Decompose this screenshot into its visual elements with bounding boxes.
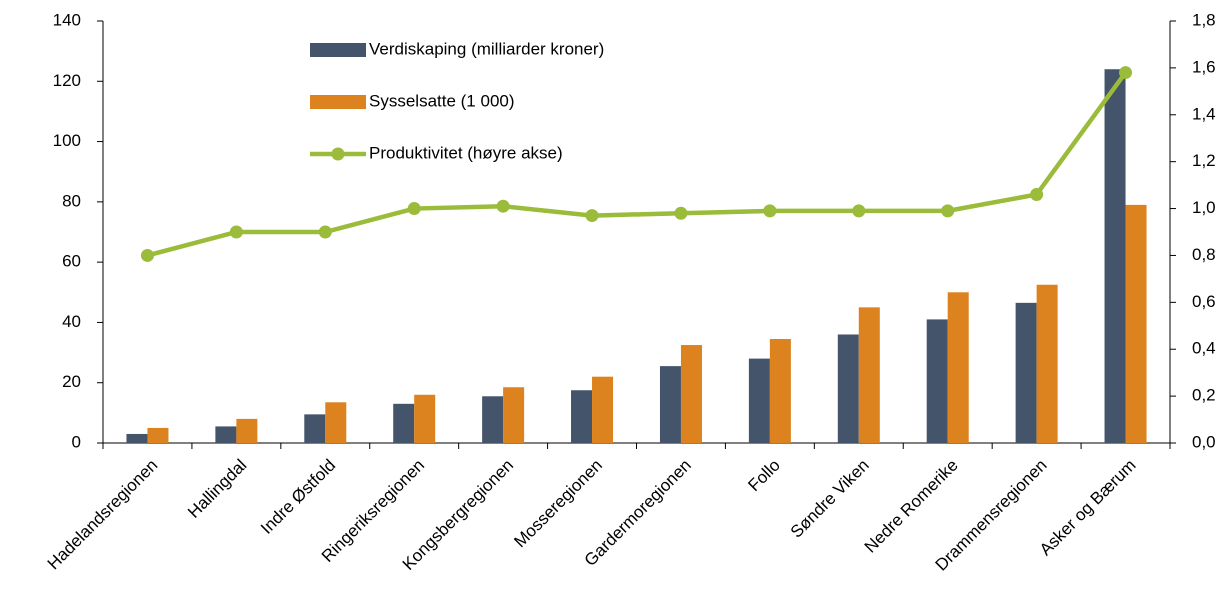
legend-swatch xyxy=(310,95,366,109)
bar xyxy=(236,418,258,443)
bar xyxy=(147,427,169,443)
x-tick-label: Hadelandsregionen xyxy=(44,456,162,574)
y2-tick-label: 1,0 xyxy=(1192,198,1216,217)
bar xyxy=(482,396,504,443)
y-tick-label: 80 xyxy=(62,191,81,210)
bar xyxy=(393,403,415,443)
line-marker xyxy=(496,199,510,213)
bar xyxy=(769,339,791,443)
bar xyxy=(126,433,148,443)
legend-label: Verdiskaping (milliarder kroner) xyxy=(369,39,604,58)
x-tick-label: Follo xyxy=(744,456,783,495)
x-tick-label: Asker og Bærum xyxy=(1036,456,1140,560)
bar xyxy=(680,345,702,443)
y-tick-label: 40 xyxy=(62,312,81,331)
bar xyxy=(503,387,525,443)
bar xyxy=(215,426,237,443)
legend-swatch xyxy=(310,43,366,57)
line-marker xyxy=(407,202,421,216)
y-tick-label: 100 xyxy=(53,131,81,150)
line-marker xyxy=(318,225,332,239)
line-marker xyxy=(1119,66,1133,80)
y2-tick-label: 0,0 xyxy=(1192,432,1216,451)
y2-tick-label: 0,8 xyxy=(1192,245,1216,264)
bar xyxy=(1125,204,1147,443)
bar xyxy=(592,376,614,443)
y2-tick-label: 0,2 xyxy=(1192,386,1216,405)
line-marker xyxy=(941,204,955,218)
bar xyxy=(571,390,593,443)
y2-tick-label: 1,8 xyxy=(1192,10,1216,29)
bar xyxy=(304,414,326,443)
bar xyxy=(325,402,347,443)
bar xyxy=(659,366,681,443)
legend-marker xyxy=(331,147,345,161)
y2-tick-label: 1,2 xyxy=(1192,151,1216,170)
line-marker xyxy=(585,209,599,223)
legend-label: Sysselsatte (1 000) xyxy=(369,91,515,110)
bar xyxy=(858,307,880,443)
bar xyxy=(1104,69,1126,443)
legend-label: Produktivitet (høyre akse) xyxy=(369,143,563,162)
x-tick-label: Indre Østfold xyxy=(257,456,339,538)
line xyxy=(146,71,1128,258)
y2-tick-label: 1,6 xyxy=(1192,57,1216,76)
line-marker xyxy=(229,225,243,239)
bar xyxy=(837,334,859,443)
x-tick-label: Hallingdal xyxy=(184,456,250,522)
line-marker xyxy=(852,204,866,218)
bar xyxy=(1036,284,1058,443)
bar xyxy=(1015,302,1037,443)
line-marker xyxy=(763,204,777,218)
bar xyxy=(748,358,770,443)
y-tick-label: 0 xyxy=(72,432,81,451)
y-tick-label: 120 xyxy=(53,71,81,90)
y2-tick-label: 1,4 xyxy=(1192,104,1216,123)
line-marker xyxy=(1030,187,1044,201)
y-tick-label: 20 xyxy=(62,372,81,391)
bar xyxy=(947,292,969,443)
line-marker xyxy=(140,248,154,262)
line-marker xyxy=(674,206,688,220)
y2-tick-label: 0,4 xyxy=(1192,339,1216,358)
y2-tick-label: 0,6 xyxy=(1192,292,1216,311)
bar xyxy=(414,394,436,443)
bar xyxy=(926,319,948,443)
x-tick-label: Mosseregionen xyxy=(510,456,606,552)
y-tick-label: 60 xyxy=(62,252,81,271)
y-tick-label: 140 xyxy=(53,10,81,29)
x-tick-label: Nedre Romerike xyxy=(861,456,962,557)
x-tick-label: Søndre Viken xyxy=(787,456,873,542)
